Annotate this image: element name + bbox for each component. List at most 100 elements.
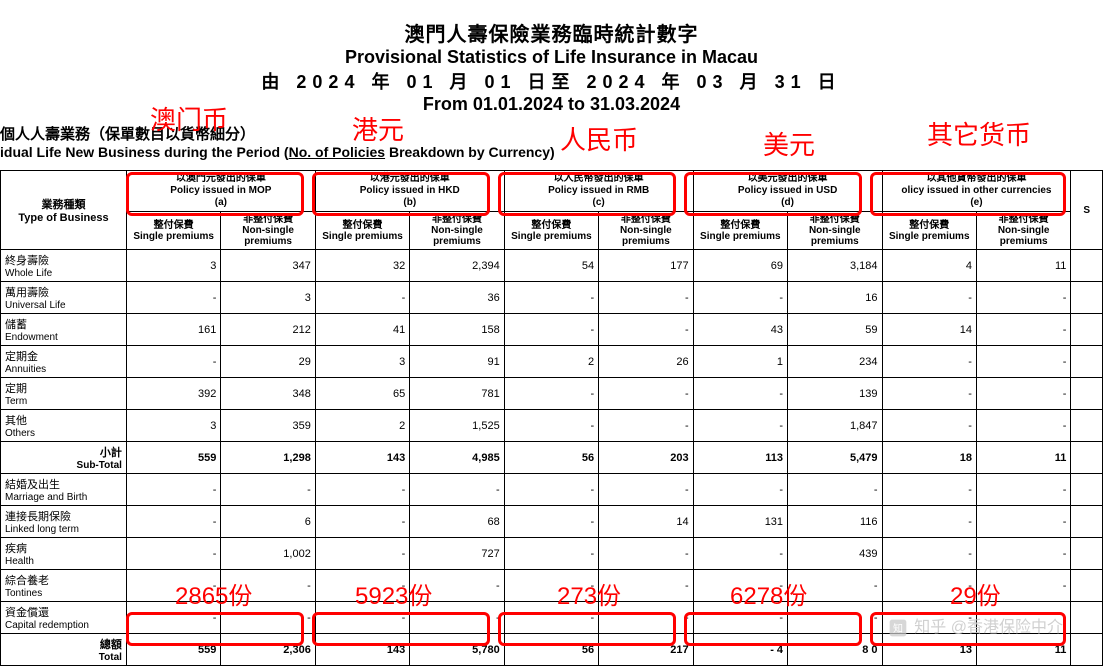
row-label: 終身壽險Whole Life <box>1 250 127 282</box>
zhihu-icon: 知 <box>888 618 908 638</box>
cell: 14 <box>882 314 976 346</box>
hdr-rmb-en: Policy issued in RMB <box>548 185 649 196</box>
cell: 143 <box>315 634 409 666</box>
cell: 3 <box>126 250 220 282</box>
anno-label-hkd: 港元 <box>352 110 404 147</box>
cell: - <box>315 538 409 570</box>
cell: 131 <box>693 506 787 538</box>
s: 非整付保費 <box>999 214 1049 225</box>
hdr-other-cn: 以其他貨幣發出的保單 <box>926 173 1026 184</box>
row-label: 連接長期保險Linked long term <box>1 506 127 538</box>
cell: 1 <box>693 346 787 378</box>
cell-trailing <box>1071 474 1103 506</box>
row-label: 定期Term <box>1 378 127 410</box>
cell: 2,394 <box>410 250 504 282</box>
hdr-hkd-cn: 以港元發出的保單 <box>370 173 450 184</box>
title-date-cn: 由 2024 年 01 月 01 日至 2024 年 03 月 31 日 <box>0 68 1103 94</box>
cell: - <box>126 282 220 314</box>
cell-trailing <box>1071 250 1103 282</box>
s: Single premiums <box>511 231 592 242</box>
cell: 143 <box>315 442 409 474</box>
hdr-hkd-en: Policy issued in HKD <box>360 185 460 196</box>
s: Non-single premiums <box>431 225 483 247</box>
table-row: 結婚及出生Marriage and Birth---------- <box>1 474 1103 506</box>
cell: - <box>976 410 1070 442</box>
cell: - <box>599 378 693 410</box>
hdr-type-en: Type of Business <box>18 212 108 224</box>
table-body: 終身壽險Whole Life3347322,39454177693,184411… <box>1 250 1103 666</box>
cell: 56 <box>504 442 598 474</box>
hdr-hkd-tag: (b) <box>403 197 416 208</box>
cell: 3 <box>315 346 409 378</box>
watermark-text: 知乎 @香港保险中介 <box>914 619 1063 636</box>
cell: 2,306 <box>221 634 315 666</box>
cell: 203 <box>599 442 693 474</box>
hdr-group-rmb: 以人民幣發出的保單 Policy issued in RMB (c) <box>504 171 693 212</box>
hdr-sub-non-5: 非整付保費Non-single premiums <box>976 212 1070 250</box>
cell-trailing <box>1071 346 1103 378</box>
cell: 5,479 <box>788 442 882 474</box>
cell: - <box>221 474 315 506</box>
cell-trailing <box>1071 570 1103 602</box>
hdr-group-mop: 以澳門元發出的保單 Policy issued in MOP (a) <box>126 171 315 212</box>
cell: 69 <box>693 250 787 282</box>
table-row: 定期金Annuities-293912261234-- <box>1 346 1103 378</box>
s: Single premiums <box>889 231 970 242</box>
cell: 4 <box>882 250 976 282</box>
anno-count-hkd: 5923份 <box>355 576 432 611</box>
cell: - <box>693 378 787 410</box>
table-head: 業務種類 Type of Business 以澳門元發出的保單 Policy i… <box>1 171 1103 250</box>
cell: 36 <box>410 282 504 314</box>
row-label: 其他Others <box>1 410 127 442</box>
hdr-mop-en: Policy issued in MOP <box>170 185 271 196</box>
table-row: 終身壽險Whole Life3347322,39454177693,184411 <box>1 250 1103 282</box>
cell: 113 <box>693 442 787 474</box>
hdr-type-cn: 業務種類 <box>41 199 85 211</box>
cell: - <box>976 378 1070 410</box>
cell: - <box>976 282 1070 314</box>
hdr-rmb-tag: (c) <box>593 197 605 208</box>
cell: - <box>693 410 787 442</box>
hdr-rmb-cn: 以人民幣發出的保單 <box>554 173 644 184</box>
hdr-sub-single-4: 整付保費Single premiums <box>693 212 787 250</box>
table-row: 總額Total5592,3061435,78056217- 48 01311 <box>1 634 1103 666</box>
hdr-usd-en: Policy issued in USD <box>738 185 837 196</box>
hdr-subrow: 整付保費Single premiums 非整付保費Non-single prem… <box>1 212 1103 250</box>
cell: - <box>315 506 409 538</box>
s: 整付保費 <box>531 220 571 231</box>
row-label: 結婚及出生Marriage and Birth <box>1 474 127 506</box>
cell: - <box>126 506 220 538</box>
cell: 4,985 <box>410 442 504 474</box>
anno-count-other: 29份 <box>950 576 1001 611</box>
cell: 26 <box>599 346 693 378</box>
anno-label-rmb: 人民币 <box>560 120 638 157</box>
s: Non-single premiums <box>998 225 1050 247</box>
cell: - <box>315 474 409 506</box>
s: Single premiums <box>322 231 403 242</box>
cell: 217 <box>599 634 693 666</box>
cell: 161 <box>126 314 220 346</box>
table-row: 疾病Health-1,002-727---439-- <box>1 538 1103 570</box>
cell: - 4 <box>693 634 787 666</box>
cell: 11 <box>976 442 1070 474</box>
cell: 439 <box>788 538 882 570</box>
cell: - <box>976 506 1070 538</box>
cell: 2 <box>504 346 598 378</box>
cell: - <box>976 474 1070 506</box>
cell: 54 <box>504 250 598 282</box>
cell: - <box>504 538 598 570</box>
cell: - <box>504 410 598 442</box>
hdr-sub-non-1: 非整付保費Non-single premiums <box>221 212 315 250</box>
title-block: 澳門人壽保險業務臨時統計數字 Provisional Statistics of… <box>0 0 1103 115</box>
hdr-mop-cn: 以澳門元發出的保單 <box>176 173 266 184</box>
anno-count-rmb: 273份 <box>557 576 621 611</box>
hdr-sub-single-3: 整付保費Single premiums <box>504 212 598 250</box>
cell: 16 <box>788 282 882 314</box>
cell: 359 <box>221 410 315 442</box>
cell: 1,002 <box>221 538 315 570</box>
cell: 5,780 <box>410 634 504 666</box>
cell: 347 <box>221 250 315 282</box>
cell: - <box>126 474 220 506</box>
s: 非整付保費 <box>621 214 671 225</box>
cell: - <box>599 474 693 506</box>
